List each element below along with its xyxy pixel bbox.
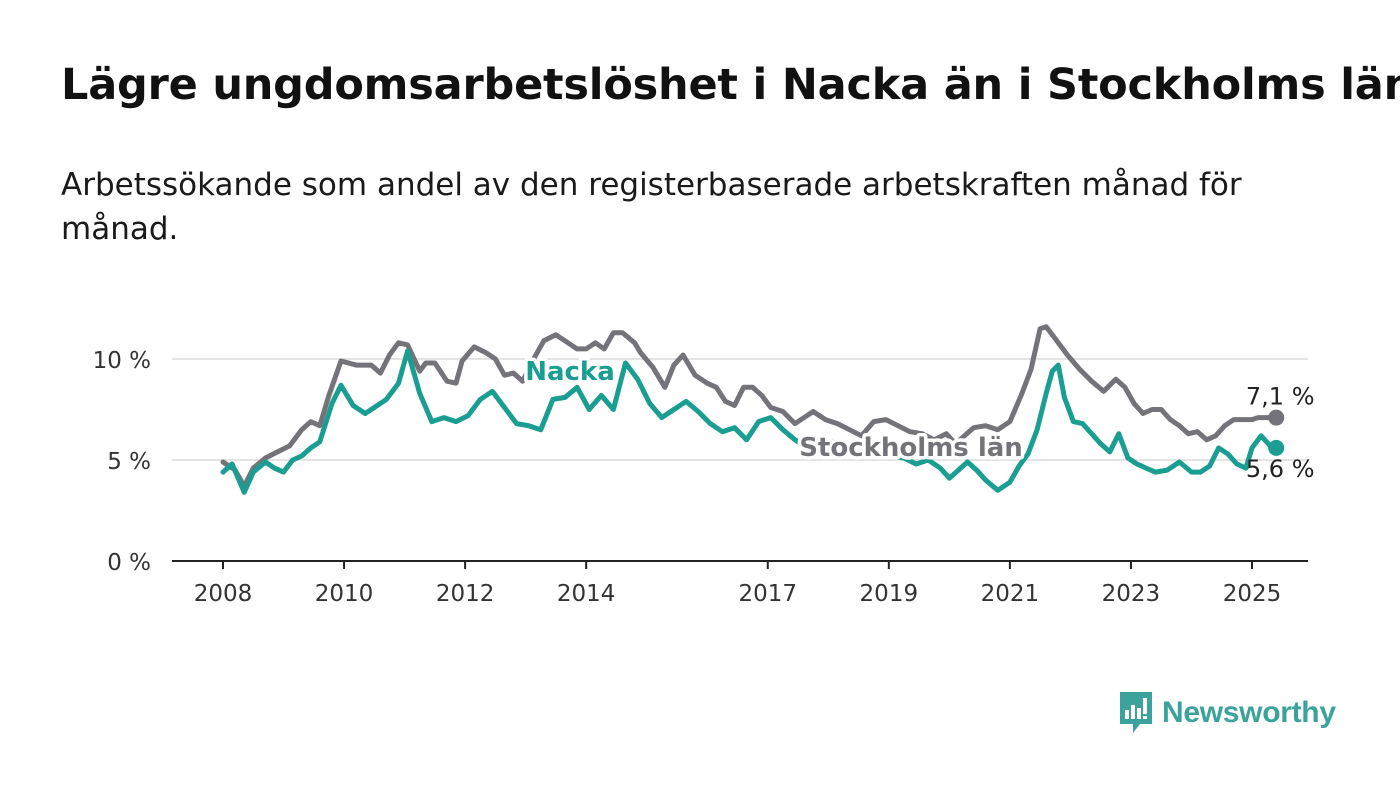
- x-tick-label: 2014: [557, 581, 616, 607]
- x-tick-label: 2012: [436, 581, 495, 607]
- x-tick-label: 2023: [1102, 581, 1161, 607]
- series-lines: [220, 324, 1279, 495]
- nacka-end-label: 5,6 %: [1246, 455, 1315, 483]
- series-labels: 7,1 % 5,6 % Nacka Stockholms län: [522, 354, 1315, 483]
- y-tick-label: 10 %: [93, 348, 151, 374]
- x-tick-label: 2008: [194, 581, 253, 607]
- x-tick-label: 2017: [738, 581, 797, 607]
- x-tick-label: 2019: [860, 581, 919, 607]
- y-axis-ticks: 0 % 5 % 10 %: [93, 348, 151, 576]
- y-tick-label: 5 %: [107, 449, 151, 475]
- nacka-series-label: Nacka: [525, 357, 615, 387]
- nacka-end-marker: [1268, 439, 1285, 456]
- x-tick-label: 2021: [981, 581, 1040, 607]
- y-tick-label: 0 %: [107, 550, 151, 576]
- stockholms-lan-series-label: Stockholms län: [799, 433, 1023, 463]
- newsworthy-logo: Newsworthy: [1118, 690, 1336, 736]
- nacka-line: [220, 348, 1279, 495]
- x-tick-label: 2025: [1223, 581, 1282, 607]
- x-tick-label: 2010: [315, 581, 374, 607]
- brand-name: Newsworthy: [1162, 696, 1336, 729]
- stockholms-lan-line: [220, 324, 1279, 489]
- stockholms-lan-end-marker: [1268, 409, 1285, 426]
- chart-subtitle: Arbetssökande som andel av den registerb…: [61, 167, 1242, 247]
- x-axis-ticks: 2008 2010 2012 2014 2017 2019 2021 2023 2025: [194, 561, 1282, 607]
- stockholms-lan-end-label: 7,1 %: [1246, 383, 1315, 411]
- gridlines: [172, 358, 1308, 562]
- chart-title: Lägre ungdomsarbetslöshet i Nacka än i S…: [61, 60, 1400, 110]
- newsworthy-bubble-icon: [1120, 692, 1152, 733]
